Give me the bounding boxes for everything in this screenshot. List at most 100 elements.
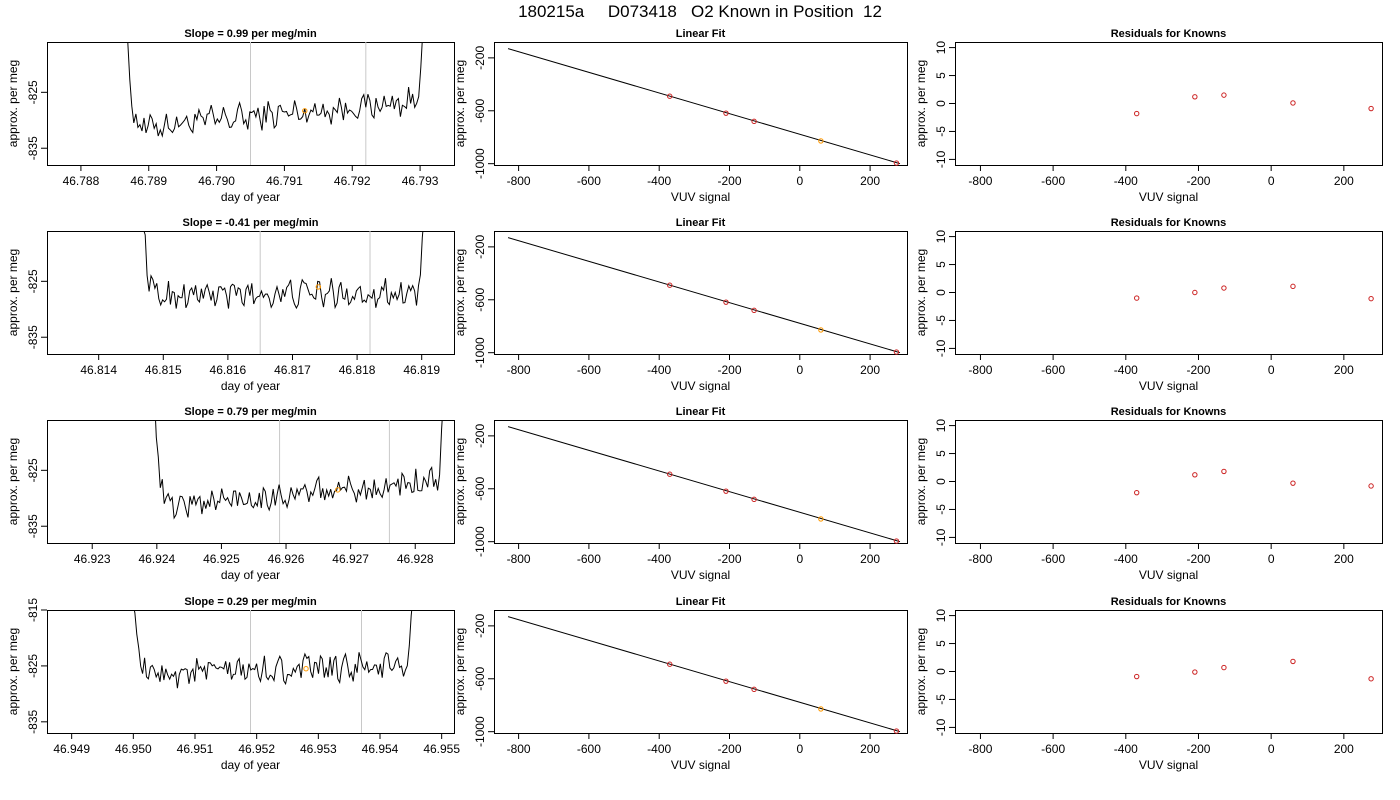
x-tick-label: -200 [717,742,741,756]
x-tick-label: 46.951 [177,742,214,756]
fit-point [723,488,729,494]
x-axis-label: VUV signal [671,758,730,772]
x-tick-label: -400 [647,174,671,188]
y-tick-label: -835 [26,514,40,538]
fit-point [893,349,900,355]
panel-title: Slope = -0.41 per meg/min [182,217,318,229]
y-axis-label: approx. per meg [453,628,467,715]
y-axis-label: approx. per meg [6,628,20,715]
x-tick-label: 46.950 [115,742,152,756]
x-tick-label: -400 [647,552,671,566]
x-tick-label: -200 [717,552,741,566]
x-tick-label: -600 [577,552,601,566]
x-axis-label: VUV signal [1139,758,1198,772]
panel-title: Linear Fit [676,217,726,229]
x-tick-label: 200 [860,552,880,566]
fit-point [667,282,673,288]
residual-point [1192,472,1198,478]
linear-fit-panel: Linear Fit -800 -600 -400 -200 0 200 VUV signal… [453,406,908,582]
x-tick-label: -600 [577,174,601,188]
x-tick-label: 0 [796,552,803,566]
x-tick-label: -400 [1114,363,1138,377]
x-tick-label: -600 [577,742,601,756]
sample-marker [315,284,322,290]
x-tick-label: 200 [1334,174,1354,188]
panel-title: Residuals for Knowns [1111,217,1227,229]
fit-point [893,728,900,734]
y-tick-label: 0 [934,668,948,675]
x-tick-label: -800 [507,363,531,377]
fit-point [751,686,757,693]
x-tick-label: 0 [1268,174,1275,188]
x-tick-label: -600 [1041,363,1065,377]
y-tick-label: 10 [934,419,948,433]
plot-frame [955,42,1383,166]
y-tick-label: -200 [473,46,487,70]
y-tick-label: -10 [934,339,948,357]
residual-point [1368,676,1374,682]
plot-frame [955,420,1383,544]
fit-point [893,538,900,544]
fit-line [507,237,901,354]
y-tick-label: -200 [473,424,487,448]
x-tick-label: -800 [968,363,992,377]
y-axis-label: approx. per meg [453,438,467,525]
y-tick-label: -5 [934,126,948,137]
y-tick-label: -5 [934,694,948,705]
x-tick-label: -800 [507,174,531,188]
panel-title: Residuals for Knowns [1111,28,1227,40]
fit-point [667,471,673,477]
x-tick-label: 46.815 [145,363,182,377]
y-tick-label: -1000 [473,526,487,557]
y-tick-label: -200 [473,235,487,259]
residual-point [1290,480,1296,486]
y-axis-label: approx. per meg [453,249,467,336]
fit-point [667,93,673,99]
residual-point [1290,283,1296,290]
x-tick-label: 46.791 [266,174,303,188]
linear-fit-panel: Linear Fit -800 -600 -400 -200 0 200 VUV signal… [453,217,908,393]
residuals-panel: Residuals for Knowns -800 -600 -400 -200 0 200… [914,217,1383,393]
x-tick-label: -600 [1041,742,1065,756]
plot-frame [494,231,908,355]
x-tick-label: 46.793 [402,174,439,188]
x-axis-label: VUV signal [671,379,730,393]
fit-point [723,110,729,116]
x-tick-label: -600 [577,363,601,377]
y-tick-label: -835 [26,136,40,160]
y-tick-label: -600 [473,98,487,122]
plot-frame [955,610,1383,734]
linear-fit-panel: Linear Fit -800 -600 -400 -200 0 200 VUV signal… [453,596,908,772]
sample-marker [335,487,341,493]
fit-point [667,661,673,667]
x-tick-label: 46.816 [210,363,247,377]
x-tick-label: 46.926 [268,552,305,566]
y-tick-label: -825 [26,458,40,482]
x-tick-label: -400 [1114,552,1138,566]
residual-point [1290,100,1296,106]
x-tick-label: -200 [717,363,741,377]
residual-point [1192,94,1198,100]
y-tick-label: -600 [473,476,487,500]
fit-point [751,307,757,314]
fit-point [723,299,729,305]
x-tick-label: 46.928 [397,552,434,566]
x-tick-label: -200 [1186,174,1210,188]
plot-frame [47,420,455,544]
residual-point [1221,285,1227,291]
plot-frame [494,42,908,166]
panel-title: Linear Fit [676,596,726,608]
residual-point [1221,92,1227,98]
x-tick-label: 46.925 [203,552,240,566]
plot-frame [494,420,908,544]
x-tick-label: -400 [647,363,671,377]
y-tick-label: 5 [934,72,948,79]
x-axis-label: day of year [221,758,280,772]
x-axis-label: day of year [221,379,280,393]
x-tick-label: 46.789 [130,174,167,188]
x-tick-label: 200 [860,174,880,188]
trace-line [127,42,423,138]
y-axis-label: approx. per meg [914,249,928,336]
